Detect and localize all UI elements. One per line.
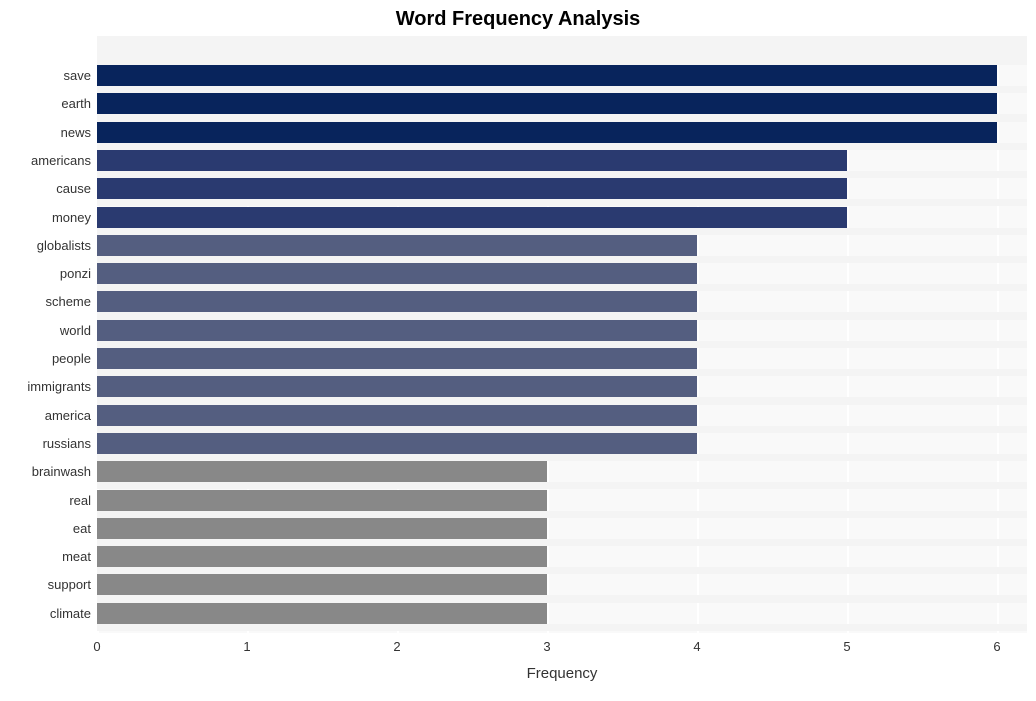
bar xyxy=(97,93,997,114)
bar xyxy=(97,603,547,624)
grid-band xyxy=(97,369,1027,376)
bar xyxy=(97,433,697,454)
y-axis-label: scheme xyxy=(45,294,91,309)
grid-band xyxy=(97,58,1027,65)
y-axis-label: earth xyxy=(61,96,91,111)
grid-band xyxy=(97,624,1027,631)
y-axis-label: people xyxy=(52,351,91,366)
x-axis-tick: 5 xyxy=(843,639,850,654)
chart-title: Word Frequency Analysis xyxy=(0,8,1036,31)
grid-band xyxy=(97,171,1027,178)
grid-band xyxy=(97,539,1027,546)
bar xyxy=(97,178,847,199)
grid-band xyxy=(97,284,1027,291)
bar xyxy=(97,461,547,482)
y-axis-label: world xyxy=(60,323,91,338)
grid-band xyxy=(97,426,1027,433)
y-axis-label: americans xyxy=(31,153,91,168)
grid-band xyxy=(97,595,1027,602)
bar xyxy=(97,348,697,369)
bar xyxy=(97,122,997,143)
grid-band xyxy=(97,567,1027,574)
y-axis-label: brainwash xyxy=(32,464,91,479)
grid-band xyxy=(97,482,1027,489)
chart-container: Word Frequency Analysis save earth news ame… xyxy=(0,0,1036,701)
y-axis-label: save xyxy=(64,68,91,83)
bar xyxy=(97,405,697,426)
bar xyxy=(97,291,697,312)
bar xyxy=(97,263,697,284)
bar xyxy=(97,207,847,228)
y-axis-labels: save earth news americans cause money globalis… xyxy=(0,36,97,633)
grid-band xyxy=(97,143,1027,150)
y-axis-label: eat xyxy=(73,521,91,536)
grid-band xyxy=(97,86,1027,93)
y-axis-label: russians xyxy=(43,436,91,451)
bar xyxy=(97,320,697,341)
grid-band xyxy=(97,341,1027,348)
x-axis-tick: 4 xyxy=(693,639,700,654)
grid-band xyxy=(97,511,1027,518)
grid-band xyxy=(97,228,1027,235)
y-axis-label: america xyxy=(45,408,91,423)
x-axis-tick: 6 xyxy=(993,639,1000,654)
plot-area xyxy=(97,36,1027,633)
x-axis-label: Frequency xyxy=(97,665,1027,682)
bar xyxy=(97,490,547,511)
grid-band xyxy=(97,256,1027,263)
y-axis-label: real xyxy=(69,493,91,508)
bar xyxy=(97,150,847,171)
y-axis-label: support xyxy=(48,577,91,592)
y-axis-label: money xyxy=(52,210,91,225)
x-axis-tick: 1 xyxy=(243,639,250,654)
x-axis-tick: 0 xyxy=(93,639,100,654)
grid-band xyxy=(97,114,1027,121)
bar xyxy=(97,546,547,567)
bar xyxy=(97,376,697,397)
y-axis-label: globalists xyxy=(37,238,91,253)
grid-band xyxy=(97,36,1027,58)
grid-band xyxy=(97,397,1027,404)
bar xyxy=(97,65,997,86)
y-axis-label: meat xyxy=(62,549,91,564)
bar xyxy=(97,574,547,595)
x-axis-tick: 3 xyxy=(543,639,550,654)
grid-band xyxy=(97,454,1027,461)
grid-band xyxy=(97,312,1027,319)
grid-band xyxy=(97,199,1027,206)
y-axis-label: news xyxy=(61,125,91,140)
x-axis-tick: 2 xyxy=(393,639,400,654)
bar xyxy=(97,235,697,256)
y-axis-label: immigrants xyxy=(27,379,91,394)
y-axis-label: ponzi xyxy=(60,266,91,281)
y-axis-label: climate xyxy=(50,606,91,621)
y-axis-label: cause xyxy=(56,181,91,196)
bar xyxy=(97,518,547,539)
